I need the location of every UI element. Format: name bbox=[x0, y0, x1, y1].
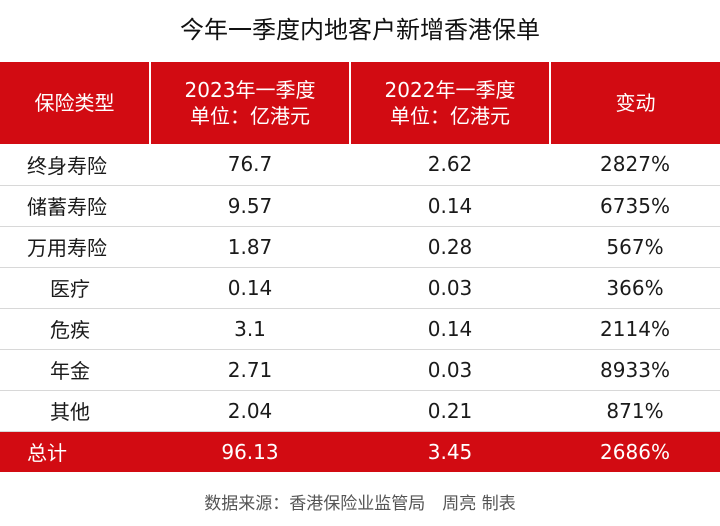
row-change: 2827% bbox=[550, 144, 720, 186]
header-2023-unit: 单位：亿港元 bbox=[190, 104, 310, 128]
row-change: 567% bbox=[550, 226, 720, 268]
row-type: 万用寿险 bbox=[0, 226, 150, 268]
row-2022: 0.14 bbox=[350, 308, 550, 350]
table-row: 储蓄寿险 9.57 0.14 6735% bbox=[0, 185, 720, 227]
table-row: 危疾 3.1 0.14 2114% bbox=[0, 308, 720, 350]
insurance-table: 保险类型 2023年一季度 单位：亿港元 2022年一季度 单位：亿港元 变动 … bbox=[0, 62, 720, 472]
row-2022: 0.14 bbox=[350, 185, 550, 227]
row-2023: 2.04 bbox=[150, 390, 350, 432]
row-type: 终身寿险 bbox=[0, 144, 150, 186]
row-change: 366% bbox=[550, 267, 720, 309]
row-type: 其他 bbox=[0, 390, 150, 432]
header-2022: 2022年一季度 单位：亿港元 bbox=[350, 62, 551, 144]
table-row: 医疗 0.14 0.03 366% bbox=[0, 267, 720, 309]
row-2023: 76.7 bbox=[150, 144, 350, 186]
row-change: 871% bbox=[550, 390, 720, 432]
row-2023: 0.14 bbox=[150, 267, 350, 309]
row-2023: 2.71 bbox=[150, 349, 350, 391]
row-2022: 2.62 bbox=[350, 144, 550, 186]
row-2023: 9.57 bbox=[150, 185, 350, 227]
row-change: 8933% bbox=[550, 349, 720, 391]
total-label: 总计 bbox=[0, 431, 150, 472]
row-change: 6735% bbox=[550, 185, 720, 227]
row-2022: 0.21 bbox=[350, 390, 550, 432]
page-title: 今年一季度内地客户新增香港保单 bbox=[180, 16, 540, 44]
row-2023: 1.87 bbox=[150, 226, 350, 268]
row-type: 危疾 bbox=[0, 308, 150, 350]
header-2022-unit: 单位：亿港元 bbox=[390, 104, 510, 128]
row-2023: 3.1 bbox=[150, 308, 350, 350]
total-change: 2686% bbox=[550, 431, 720, 472]
row-type: 储蓄寿险 bbox=[0, 185, 150, 227]
table-row: 年金 2.71 0.03 8933% bbox=[0, 349, 720, 391]
row-2022: 0.03 bbox=[350, 349, 550, 391]
source-footer: 数据来源：香港保险业监管局 周亮 制表 bbox=[204, 494, 516, 514]
row-type: 年金 bbox=[0, 349, 150, 391]
header-type: 保险类型 bbox=[0, 62, 151, 144]
row-type: 医疗 bbox=[0, 267, 150, 309]
table-header-row: 保险类型 2023年一季度 单位：亿港元 2022年一季度 单位：亿港元 变动 bbox=[0, 62, 720, 144]
total-2022: 3.45 bbox=[350, 431, 550, 472]
header-2023: 2023年一季度 单位：亿港元 bbox=[150, 62, 351, 144]
total-row: 总计 96.13 3.45 2686% bbox=[0, 431, 720, 472]
row-2022: 0.03 bbox=[350, 267, 550, 309]
header-2023-period: 2023年一季度 bbox=[184, 78, 316, 102]
table-row: 终身寿险 76.7 2.62 2827% bbox=[0, 144, 720, 186]
row-2022: 0.28 bbox=[350, 226, 550, 268]
table-row: 万用寿险 1.87 0.28 567% bbox=[0, 226, 720, 268]
row-change: 2114% bbox=[550, 308, 720, 350]
table-row: 其他 2.04 0.21 871% bbox=[0, 390, 720, 432]
header-2022-period: 2022年一季度 bbox=[384, 78, 516, 102]
total-2023: 96.13 bbox=[150, 431, 350, 472]
header-change: 变动 bbox=[550, 62, 720, 144]
